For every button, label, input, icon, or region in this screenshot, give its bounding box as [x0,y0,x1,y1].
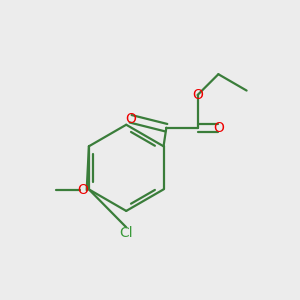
Text: Cl: Cl [119,226,133,240]
Text: O: O [213,121,224,135]
Text: O: O [125,112,136,126]
Text: O: O [192,88,203,102]
Text: O: O [78,183,88,197]
